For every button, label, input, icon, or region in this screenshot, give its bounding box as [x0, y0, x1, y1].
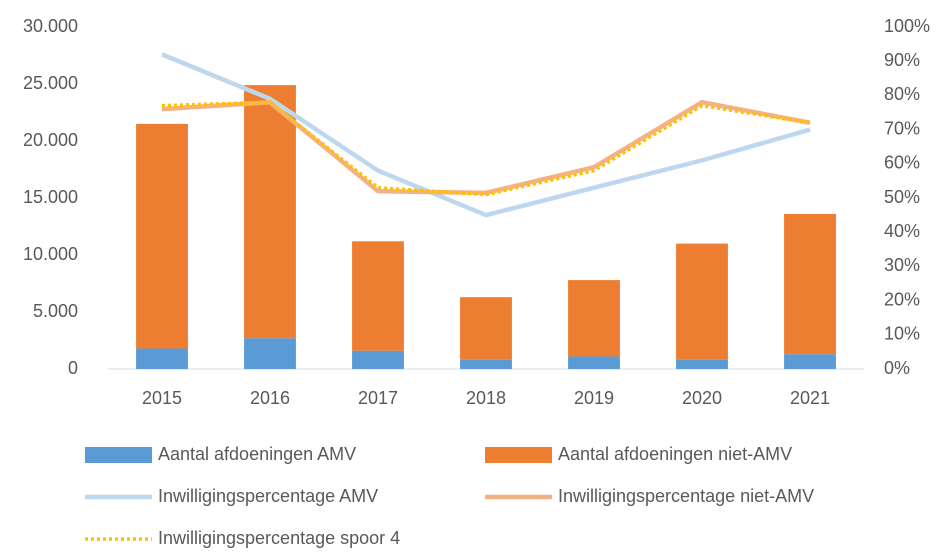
y2-tick-label: 70%: [884, 118, 920, 138]
x-tick-label: 2019: [574, 388, 614, 408]
y2-tick-label: 30%: [884, 255, 920, 275]
bar: [460, 297, 512, 360]
y-tick-label: 10.000: [23, 244, 78, 264]
legend-swatch: [485, 447, 552, 463]
y-tick-label: 20.000: [23, 130, 78, 150]
bar: [568, 356, 620, 369]
bar: [676, 243, 728, 360]
y-tick-label: 15.000: [23, 187, 78, 207]
bar: [676, 359, 728, 369]
bar: [568, 280, 620, 357]
bar: [136, 348, 188, 369]
y-tick-label: 30.000: [23, 16, 78, 36]
y2-tick-label: 40%: [884, 221, 920, 241]
x-tick-label: 2017: [358, 388, 398, 408]
y-tick-label: 0: [68, 358, 78, 378]
x-tick-label: 2016: [250, 388, 290, 408]
line: [161, 52, 811, 218]
x-tick-label: 2021: [790, 388, 830, 408]
bar: [244, 85, 296, 339]
y-tick-label: 25.000: [23, 73, 78, 93]
y2-tick-label: 80%: [884, 84, 920, 104]
legend-swatch: [85, 447, 152, 463]
bar: [352, 241, 404, 351]
line: [161, 100, 811, 197]
legend-label: Inwilligingspercentage niet-AMV: [558, 486, 814, 506]
bar: [136, 123, 188, 349]
legend-label: Inwilligingspercentage AMV: [158, 486, 378, 506]
legend-label: Aantal afdoeningen niet-AMV: [558, 444, 792, 464]
bar: [352, 350, 404, 369]
bar: [460, 359, 512, 369]
y2-tick-label: 20%: [884, 289, 920, 309]
x-tick-label: 2015: [142, 388, 182, 408]
y2-tick-label: 100%: [884, 16, 930, 36]
bar: [784, 213, 836, 355]
y2-tick-label: 10%: [884, 324, 920, 344]
bar: [784, 354, 836, 369]
bar: [244, 338, 296, 369]
legend-label: Inwilligingspercentage spoor 4: [158, 528, 400, 548]
y2-tick-label: 50%: [884, 187, 920, 207]
legend-label: Aantal afdoeningen AMV: [158, 444, 356, 464]
y2-tick-label: 60%: [884, 153, 920, 173]
x-tick-label: 2018: [466, 388, 506, 408]
y-tick-label: 5.000: [33, 301, 78, 321]
x-tick-label: 2020: [682, 388, 722, 408]
y2-tick-label: 0%: [884, 358, 910, 378]
y2-tick-label: 90%: [884, 50, 920, 70]
